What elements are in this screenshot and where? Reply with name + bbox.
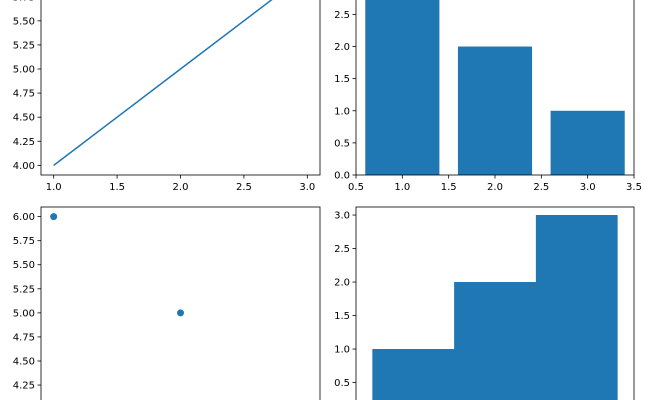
y-tick-label: 0.5 — [334, 378, 350, 389]
y-tick-label: 5.25 — [13, 40, 35, 51]
y-tick-label: 5.75 — [13, 236, 35, 247]
x-tick-label: 3.0 — [580, 182, 596, 193]
x-tick-label: 0.5 — [348, 182, 364, 193]
subplot-2: 0.00.51.01.52.02.50.5 1.0 1.5 2.0 2.5 3.0 3.5 — [334, 0, 642, 193]
step-area-fill — [372, 215, 618, 400]
subplot-4: 0.5 1.0 1.5 2.0 2.5 3.0 — [334, 206, 635, 400]
plot-area — [372, 215, 618, 400]
y-tick-label: 1.5 — [334, 311, 350, 322]
y-tick-label: 4.50 — [13, 113, 35, 124]
y-tick-label: 4.25 — [13, 381, 35, 392]
plot-area — [53, 0, 273, 166]
y-tick-label: 1.0 — [334, 345, 350, 356]
y-tick-label: 2.0 — [334, 278, 350, 289]
y-tick-label: 1.0 — [334, 106, 350, 117]
bar-1 — [365, 0, 440, 175]
scatter-point-1 — [50, 213, 58, 221]
axes-frame — [355, 206, 635, 400]
y-tick-label: 5.50 — [13, 260, 35, 271]
y-tick-label: 0.0 — [334, 171, 350, 182]
y-tick-label: 4.00 — [13, 161, 35, 172]
axes-frame — [40, 206, 321, 400]
y-tick-label: 4.75 — [13, 332, 35, 343]
y-tick-label: 6.00 — [13, 212, 35, 223]
plot-area — [50, 213, 184, 317]
x-tick-label: 1.5 — [441, 182, 457, 193]
subplot-1: 4.00 4.25 4.50 4.75 5.00 5.25 5.50 5.75 1.0 1.5 2.… — [13, 0, 321, 193]
x-tick-label: 3.0 — [299, 182, 315, 193]
y-tick-label: 4.75 — [13, 89, 35, 100]
x-tick-label: 2.0 — [487, 182, 503, 193]
x-tick-label: 2.5 — [533, 182, 549, 193]
x-tick-label: 2.5 — [236, 182, 252, 193]
bar-2 — [457, 46, 533, 175]
y-tick-label: 5.50 — [13, 16, 35, 27]
y-tick-label: 2.5 — [334, 244, 350, 255]
y-tick-label: 4.50 — [13, 356, 35, 367]
x-tick-label: 1.0 — [394, 182, 410, 193]
bar-3 — [550, 110, 625, 175]
y-tick-label: 5.00 — [13, 308, 35, 319]
y-tick-label: 4.25 — [13, 137, 35, 148]
x-tick-label: 2.0 — [173, 182, 189, 193]
y-tick-label: 5.75 — [13, 0, 35, 3]
series-line — [53, 0, 273, 166]
x-tick-label: 3.5 — [626, 182, 642, 193]
subplot-3: 4.004.254.504.755.005.255.505.756.00 — [13, 206, 321, 400]
plot-area — [365, 0, 625, 175]
y-tick-label: 5.25 — [13, 284, 35, 295]
x-tick-label: 1.5 — [109, 182, 125, 193]
scatter-point-2 — [177, 309, 184, 317]
y-tick-label: 3.0 — [334, 211, 350, 222]
x-tick-label: 1.0 — [46, 182, 62, 193]
axes-frame — [40, 0, 321, 176]
y-tick-label: 5.00 — [13, 65, 35, 76]
y-tick-label: 0.5 — [334, 138, 350, 149]
y-tick-label: 1.5 — [334, 74, 350, 85]
y-tick-label: 2.5 — [334, 10, 350, 21]
y-tick-label: 2.0 — [334, 42, 350, 53]
